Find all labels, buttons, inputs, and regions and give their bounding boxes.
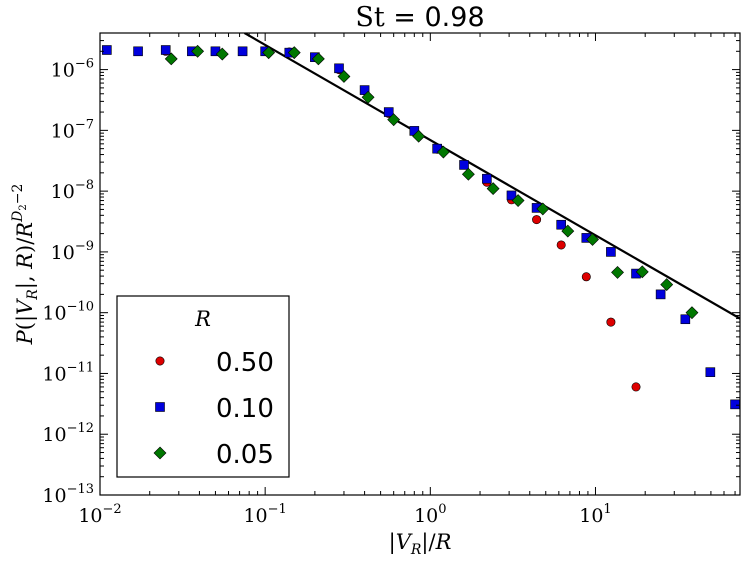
legend-label: 0.10 xyxy=(216,394,274,424)
data-point xyxy=(556,219,566,230)
data-point xyxy=(436,145,450,159)
chart-title: St = 0.98 xyxy=(355,2,484,33)
data-point xyxy=(680,314,691,325)
legend-entry: 0.05 xyxy=(153,440,274,470)
data-point xyxy=(412,129,426,143)
data-point xyxy=(461,167,475,181)
x-tick-label: 101 xyxy=(579,502,611,527)
y-tick-label: 10−10 xyxy=(42,300,94,325)
data-point xyxy=(556,240,566,250)
data-point xyxy=(511,194,525,207)
plot-frame xyxy=(99,32,741,496)
data-point xyxy=(334,63,344,74)
data-point xyxy=(611,265,624,279)
data-point xyxy=(215,47,229,61)
data-point xyxy=(631,382,641,392)
data-point xyxy=(655,289,666,300)
legend-label: 0.05 xyxy=(216,440,274,470)
legend-entry: 0.10 xyxy=(155,394,274,424)
data-point xyxy=(383,107,394,117)
y-tick-label: 10−8 xyxy=(51,178,94,203)
y-tick-label: 10−13 xyxy=(42,482,94,507)
data-point xyxy=(482,173,492,184)
y-tick-label: 10−6 xyxy=(51,57,94,82)
x-tick-label: 10−1 xyxy=(243,502,286,527)
legend-entries: 0.50 0.10 0.05 xyxy=(153,348,274,470)
data-point xyxy=(237,46,248,57)
data-point xyxy=(536,202,550,216)
data-point xyxy=(191,44,205,58)
data-point xyxy=(532,215,542,225)
legend-entry: 0.50 xyxy=(155,348,274,378)
data-point xyxy=(486,182,500,196)
data-points-layer xyxy=(102,44,740,410)
legend-title: R xyxy=(194,307,211,331)
legend: R 0.50 0.10 0.05 xyxy=(116,295,290,478)
tick-labels-layer: 10−2 10−1 100 101 10−13 10−12 10−11 10−10 10−9 10… xyxy=(42,57,611,527)
legend-marker xyxy=(155,356,165,366)
data-point xyxy=(506,190,517,201)
data-point xyxy=(606,317,616,327)
x-tick-label: 100 xyxy=(414,502,446,527)
data-point xyxy=(164,52,178,66)
title-symbol: St xyxy=(355,2,384,33)
legend-marker xyxy=(153,446,167,460)
fit-line xyxy=(243,33,740,320)
data-point xyxy=(287,46,301,60)
data-point xyxy=(361,90,375,104)
data-point xyxy=(705,367,716,377)
x-tick-label: 10−2 xyxy=(78,502,121,527)
legend-marker xyxy=(155,402,165,412)
data-point xyxy=(337,70,351,83)
y-tick-label: 10−7 xyxy=(51,117,94,142)
legend-label: 0.50 xyxy=(216,348,274,378)
data-point xyxy=(262,46,276,60)
y-tick-label: 10−12 xyxy=(42,421,94,446)
series-0.05 xyxy=(164,44,699,320)
data-point xyxy=(581,272,591,282)
x-axis-label: |VR|/R xyxy=(389,530,452,558)
data-point xyxy=(311,52,325,66)
y-tick-label: 10−9 xyxy=(51,239,94,264)
data-point xyxy=(561,224,575,238)
data-point xyxy=(102,45,112,55)
data-point xyxy=(133,46,143,57)
data-point xyxy=(685,306,699,320)
legend-box xyxy=(116,295,290,478)
y-tick-label: 10−11 xyxy=(42,360,94,385)
fit-line-layer xyxy=(243,33,740,320)
y-axis-label: P(|VR|, R)/RD2−2 xyxy=(10,184,41,346)
data-point xyxy=(160,45,171,55)
data-point xyxy=(459,160,469,170)
title-value: = 0.98 xyxy=(385,2,485,33)
data-point xyxy=(635,265,649,279)
data-point xyxy=(730,399,740,410)
data-point xyxy=(660,278,674,292)
data-point xyxy=(586,233,599,246)
data-point xyxy=(387,113,401,127)
ticks-layer xyxy=(99,32,740,496)
data-point xyxy=(606,247,616,257)
